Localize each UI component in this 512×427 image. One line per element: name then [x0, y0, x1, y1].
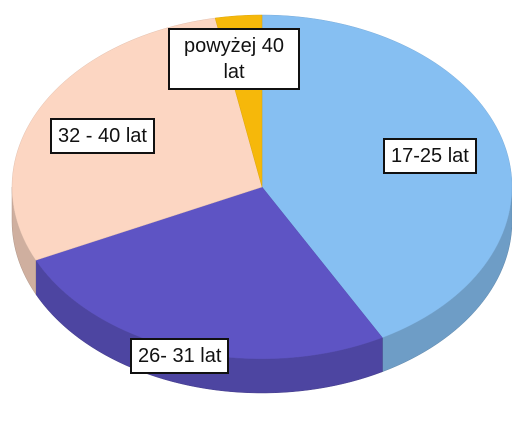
slice-label: 32 - 40 lat	[50, 118, 155, 154]
slice-label: powyżej 40 lat	[168, 28, 300, 90]
slice	[261, 14, 512, 339]
slice-label: 26- 31 lat	[130, 338, 230, 374]
slice-label: 17-25 lat	[383, 138, 477, 174]
